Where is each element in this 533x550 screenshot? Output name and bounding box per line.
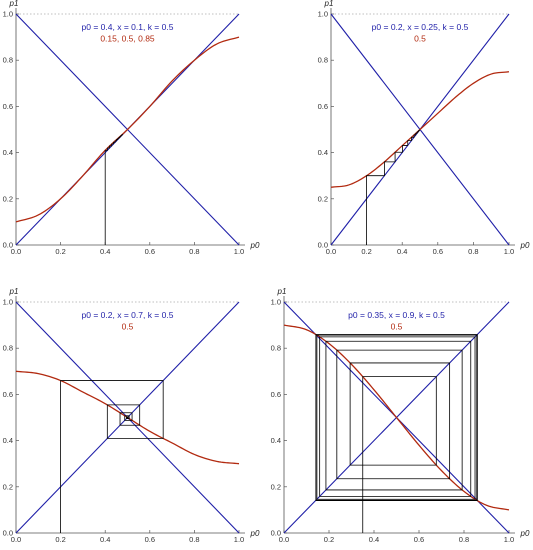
- x-tick-label: 0.8: [189, 535, 199, 544]
- y-tick-label: 0.8: [271, 344, 281, 353]
- x-axis-title: p0: [250, 241, 260, 250]
- y-axis-title: p1: [9, 287, 19, 296]
- value-note-label: 0.15, 0.5, 0.85: [100, 34, 155, 44]
- x-tick-label: 0.4: [100, 247, 110, 256]
- parameter-label: p0 = 0.2, x = 0.7, k = 0.5: [82, 310, 174, 320]
- y-tick-label: 0.6: [3, 390, 13, 399]
- chart-panel-2: 0.0 0.2 0.4 0.6 0.8 1.0 0.0 0.2 0.4 0.6 0.8 1.0 p0 p1…: [318, 0, 530, 256]
- y-tick-label: 0.2: [318, 194, 328, 203]
- chart-panel-1: 0.0 0.2 0.4 0.6 0.8 1.0 0.0 0.2 0.4 0.6 0.8 1.0 p0 p1…: [3, 0, 260, 256]
- y-tick-label: 0.6: [271, 390, 281, 399]
- y-tick-label: 0.4: [318, 148, 328, 157]
- x-tick-label: 0.0: [11, 535, 21, 544]
- x-axis-title: p0: [520, 529, 530, 538]
- x-tick-label: 0.2: [55, 535, 65, 544]
- x-tick-label: 0.6: [433, 247, 443, 256]
- x-tick-label: 1.0: [234, 535, 244, 544]
- x-tick-label: 0.8: [459, 535, 469, 544]
- cobweb-path: [60, 380, 164, 533]
- y-tick-label: 0.0: [3, 529, 13, 538]
- cobweb-path: [315, 334, 478, 533]
- y-tick-label: 0.2: [271, 482, 281, 491]
- y-tick-label: 0.4: [3, 436, 13, 445]
- parameter-label: p0 = 0.35, x = 0.9, k = 0.5: [348, 310, 445, 320]
- map-curve: [283, 324, 510, 511]
- cobweb-path: [104, 133, 123, 245]
- y-tick-label: 0.4: [271, 436, 281, 445]
- x-tick-label: 0.6: [414, 535, 424, 544]
- y-tick-label: 0.8: [3, 344, 13, 353]
- x-tick-label: 0.6: [145, 247, 155, 256]
- cobweb-path: [366, 129, 420, 245]
- x-tick-label: 1.0: [234, 247, 244, 256]
- map-curve: [330, 71, 510, 188]
- x-axis-title: p0: [250, 529, 260, 538]
- x-tick-label: 0.8: [468, 247, 478, 256]
- y-tick-label: 1.0: [3, 10, 13, 19]
- x-tick-label: 0.2: [361, 247, 371, 256]
- y-tick-label: 0.4: [3, 148, 13, 157]
- y-tick-label: 0.2: [3, 194, 13, 203]
- x-tick-label: 0.6: [145, 535, 155, 544]
- parameter-label: p0 = 0.4, x = 0.1, k = 0.5: [82, 22, 174, 32]
- y-tick-label: 0.6: [318, 102, 328, 111]
- x-tick-label: 0.4: [100, 535, 110, 544]
- x-tick-label: 0.0: [326, 247, 336, 256]
- x-tick-label: 0.4: [369, 535, 379, 544]
- x-tick-label: 1.0: [504, 535, 514, 544]
- y-axis-title: p1: [277, 287, 287, 296]
- y-tick-label: 0.0: [318, 241, 328, 250]
- y-tick-label: 1.0: [318, 10, 328, 19]
- chart-panel-4: 0.0 0.2 0.4 0.6 0.8 1.0 0.0 0.2 0.4 0.6 0.8 1.0 p0 p1…: [271, 287, 530, 544]
- y-tick-label: 1.0: [271, 298, 281, 307]
- value-note-label: 0.5: [414, 34, 426, 44]
- y-tick-label: 0.2: [3, 482, 13, 491]
- y-tick-label: 1.0: [3, 298, 13, 307]
- value-note-label: 0.5: [391, 322, 403, 332]
- y-tick-label: 0.6: [3, 102, 13, 111]
- y-axis-title: p1: [324, 0, 334, 8]
- x-tick-label: 0.8: [189, 247, 199, 256]
- x-tick-label: 0.2: [55, 247, 65, 256]
- y-tick-label: 0.8: [318, 56, 328, 65]
- map-curve: [15, 36, 240, 223]
- value-note-label: 0.5: [122, 322, 134, 332]
- x-axis-title: p0: [520, 241, 530, 250]
- x-tick-label: 0.2: [324, 535, 334, 544]
- x-tick-label: 0.4: [397, 247, 407, 256]
- y-tick-label: 0.8: [3, 56, 13, 65]
- y-axis-title: p1: [9, 0, 19, 8]
- chart-panel-3: 0.0 0.2 0.4 0.6 0.8 1.0 0.0 0.2 0.4 0.6 0.8 1.0 p0 p1…: [3, 287, 260, 544]
- y-tick-label: 0.0: [3, 241, 13, 250]
- x-tick-label: 1.0: [504, 247, 514, 256]
- y-tick-label: 0.0: [271, 529, 281, 538]
- parameter-label: p0 = 0.2, x = 0.25, k = 0.5: [372, 22, 469, 32]
- x-tick-label: 0.0: [279, 535, 289, 544]
- x-tick-label: 0.0: [11, 247, 21, 256]
